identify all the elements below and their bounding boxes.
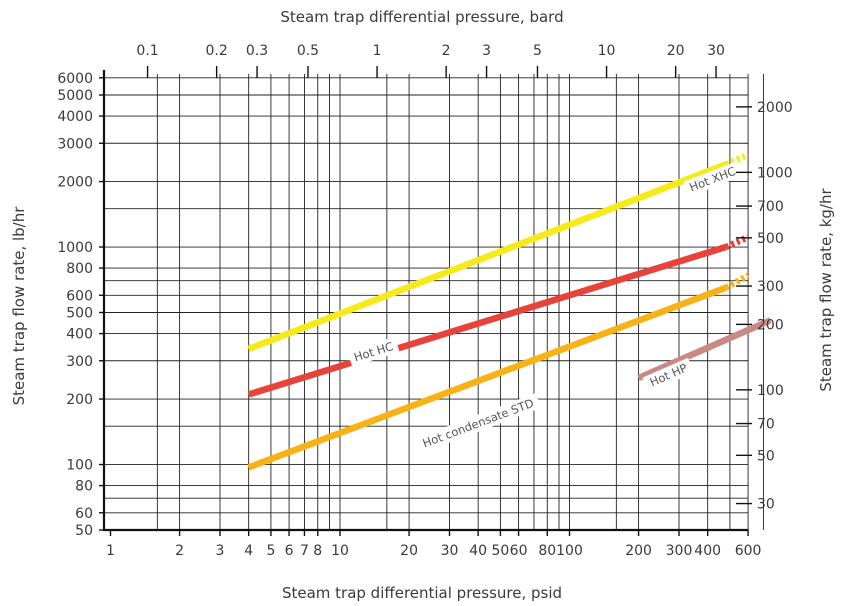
tick-labels: 1 2 3 4 5 6 7 8 10 20 30 40 50 60 80 100 200 300 400 6000.1…: [57, 43, 792, 559]
main-axes: [102, 70, 748, 532]
x-tick-label: 30: [441, 543, 459, 559]
series-hot-xhc: Hot XHC: [247, 151, 750, 352]
right-tick-label: 200: [757, 317, 784, 333]
x-tick-label: 2: [175, 543, 184, 559]
gridlines: [104, 74, 764, 531]
y-tick-label: 5000: [57, 88, 93, 104]
top-tick-label: 1: [373, 43, 382, 59]
x-tick-label: 200: [625, 543, 652, 559]
right-tick-label: 700: [757, 199, 784, 215]
x-tick-label: 3: [216, 543, 225, 559]
right-axis-title: Steam trap flow rate, kg/hr: [817, 188, 835, 392]
y-tick-label: 100: [66, 458, 93, 474]
series-line: [637, 317, 772, 381]
y-tick-label: 600: [66, 288, 93, 304]
series-label-background: [347, 336, 400, 367]
x-tick-label: 40: [469, 543, 487, 559]
top-tick-label: 0.1: [136, 43, 158, 59]
bottom-axis-title: Steam trap differential pressure, psid: [282, 584, 562, 602]
x-tick-label: 100: [556, 543, 583, 559]
top-tick-label: 30: [707, 43, 725, 59]
y-tick-label: 200: [66, 392, 93, 408]
y-tick-label: 60: [75, 506, 93, 522]
series-dotted-extension: [724, 234, 750, 250]
right-tick-label: 1000: [757, 165, 793, 181]
x-tick-label: 5: [266, 543, 275, 559]
top-tick-label: 10: [598, 43, 616, 59]
y-tick-label: 4000: [57, 109, 93, 125]
axes: [99, 66, 752, 536]
series-hot-hp: Hot HP: [637, 317, 772, 393]
x-tick-label: 7: [300, 543, 309, 559]
right-tick-label: 300: [757, 279, 784, 295]
x-tick-label: 1: [106, 543, 115, 559]
series-line: [247, 161, 728, 352]
y-tick-label: 50: [75, 523, 93, 539]
right-tick-label: 50: [757, 448, 775, 464]
x-tick-label: 20: [400, 543, 418, 559]
series-line: [247, 243, 727, 398]
series-dotted-extension: [724, 151, 750, 168]
x-tick-label: 600: [735, 543, 762, 559]
y-tick-label: 6000: [57, 71, 93, 87]
series-dotted-extension: [724, 272, 750, 291]
top-tick-label: 0.3: [246, 43, 268, 59]
y-tick-label: 3000: [57, 136, 93, 152]
series-line: [247, 284, 727, 471]
x-tick-label: 60: [510, 543, 528, 559]
right-tick-label: 30: [757, 497, 775, 513]
y-tick-label: 1000: [57, 240, 93, 256]
top-tick-label: 2: [442, 43, 451, 59]
left-axis-title: Steam trap flow rate, lb/hr: [10, 206, 28, 406]
series-label-group: Hot HC: [347, 336, 400, 367]
top-tick-label: 20: [667, 43, 685, 59]
y-tick-label: 400: [66, 327, 93, 343]
y-tick-label: 300: [66, 354, 93, 370]
right-tick-label: 100: [757, 383, 784, 399]
right-tick-label: 2000: [757, 100, 793, 116]
y-tick-label: 2000: [57, 175, 93, 191]
x-tick-label: 10: [331, 543, 349, 559]
right-tick-label: 500: [757, 231, 784, 247]
y-tick-label: 80: [75, 479, 93, 495]
x-tick-label: 400: [694, 543, 721, 559]
x-tick-label: 50: [491, 543, 509, 559]
top-tick-label: 0.2: [206, 43, 228, 59]
x-tick-label: 300: [666, 543, 693, 559]
y-tick-label: 800: [66, 261, 93, 277]
x-tick-label: 80: [538, 543, 556, 559]
top-tick-label: 3: [482, 43, 491, 59]
x-tick-label: 8: [313, 543, 322, 559]
top-tick-label: 5: [533, 43, 542, 59]
top-tick-label: 0.5: [297, 43, 319, 59]
x-tick-label: 4: [244, 543, 253, 559]
top-axis-title: Steam trap differential pressure, bard: [280, 8, 563, 26]
y-tick-label: 500: [66, 306, 93, 322]
series-label-background: [415, 392, 542, 454]
series-label-background: [642, 357, 695, 393]
x-tick-label: 6: [285, 543, 294, 559]
right-tick-label: 70: [757, 417, 775, 433]
series-label-background: [683, 161, 742, 197]
